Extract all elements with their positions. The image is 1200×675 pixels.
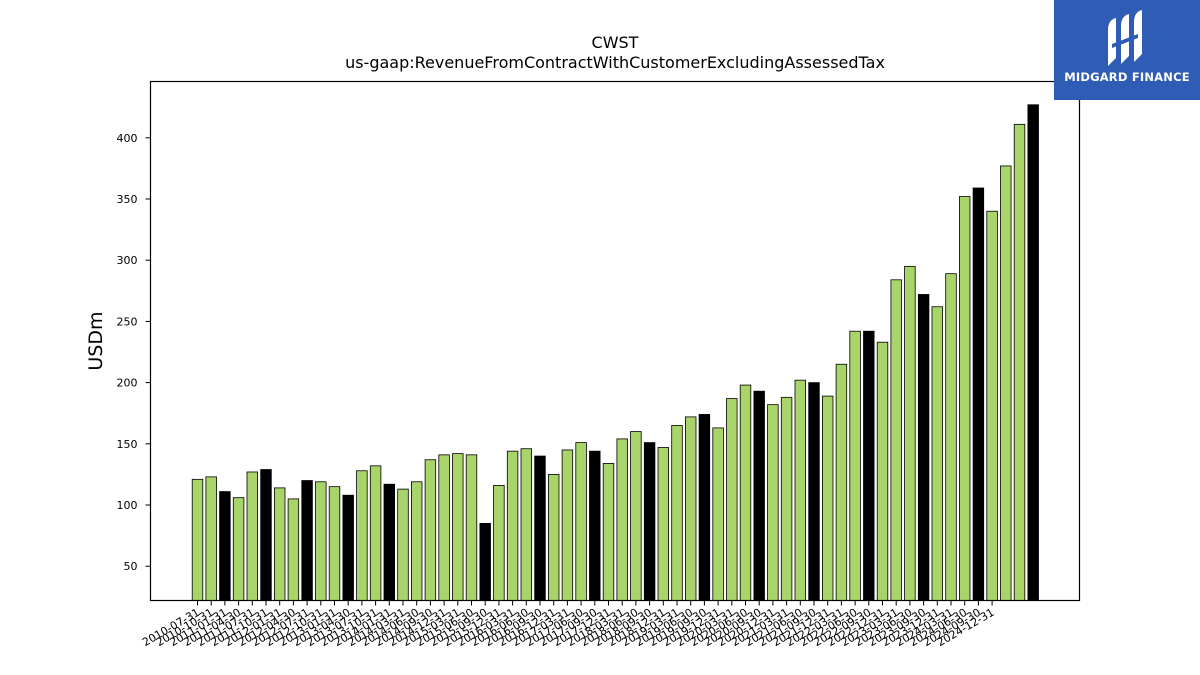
bar — [328, 486, 341, 601]
bar — [205, 476, 217, 601]
bar — [822, 395, 834, 601]
bar — [520, 448, 533, 601]
plot-frame — [149, 80, 1081, 602]
bar — [616, 438, 628, 601]
bar — [917, 294, 930, 601]
bar — [493, 485, 505, 601]
bar — [561, 449, 574, 601]
bar — [465, 454, 478, 601]
bar — [315, 481, 327, 601]
bar — [342, 494, 354, 601]
bar — [479, 522, 491, 601]
bar — [369, 465, 382, 601]
y-tick-label: 350 — [117, 193, 138, 206]
bar — [753, 390, 765, 601]
bar — [287, 498, 300, 601]
y-axis-label: USDm — [85, 311, 107, 370]
y-tick-label: 250 — [117, 315, 138, 328]
bar — [1013, 123, 1026, 601]
bar — [575, 442, 587, 601]
bar — [794, 379, 807, 601]
bar — [986, 210, 998, 601]
bar — [424, 459, 437, 601]
bar — [959, 196, 971, 601]
bar — [506, 450, 519, 601]
bar — [972, 187, 985, 601]
y-tick-label: 150 — [117, 438, 138, 451]
bar — [726, 398, 738, 601]
bar — [849, 330, 861, 601]
x-ticks-group: 2010-07-312010-10-312011-01-312011-04-30… — [140, 600, 997, 649]
bars-group — [191, 104, 1039, 601]
bar — [1027, 104, 1039, 601]
bar — [452, 453, 464, 601]
midgard-logo-icon — [1108, 10, 1142, 66]
y-ticks-group: 50 100 150 200 250 300 350 400 — [117, 132, 151, 573]
bar — [739, 384, 752, 601]
bar — [657, 447, 670, 601]
bar — [712, 427, 724, 601]
bar — [191, 478, 204, 601]
bar — [671, 425, 683, 601]
bar — [643, 442, 656, 601]
midgard-finance-logo: MIDGARD FINANCE — [1054, 0, 1200, 100]
bar — [904, 265, 916, 601]
chart-subtitle: us-gaap:RevenueFromContractWithCustomerE… — [345, 53, 885, 72]
bar — [397, 488, 409, 601]
bar — [698, 414, 711, 601]
bar — [890, 279, 902, 601]
y-tick-label: 100 — [117, 499, 138, 512]
bar — [232, 497, 245, 601]
bar — [602, 463, 615, 601]
bar — [548, 474, 560, 601]
bar — [863, 330, 875, 601]
bar — [589, 450, 601, 601]
y-tick-label: 200 — [117, 377, 138, 390]
bar — [219, 491, 231, 601]
bar — [945, 273, 957, 601]
bar — [534, 455, 546, 601]
y-tick-label: 300 — [117, 254, 138, 267]
bar — [931, 306, 944, 601]
bar — [246, 471, 259, 601]
bar — [780, 396, 793, 601]
bar — [1000, 165, 1012, 601]
chart-title: CWST — [592, 33, 639, 52]
bar — [301, 480, 313, 601]
bar — [767, 404, 779, 601]
bar — [876, 341, 889, 601]
bar — [685, 416, 697, 601]
bar — [356, 470, 368, 601]
bar — [835, 363, 848, 601]
bar — [273, 487, 286, 601]
bar — [383, 483, 396, 601]
bar — [438, 454, 450, 601]
bar — [410, 481, 423, 601]
bar — [808, 382, 820, 601]
y-tick-label: 400 — [117, 132, 138, 145]
bar — [630, 431, 642, 601]
y-tick-label: 50 — [124, 560, 138, 573]
bar — [260, 469, 272, 601]
logo-text: MIDGARD FINANCE — [1064, 70, 1190, 84]
